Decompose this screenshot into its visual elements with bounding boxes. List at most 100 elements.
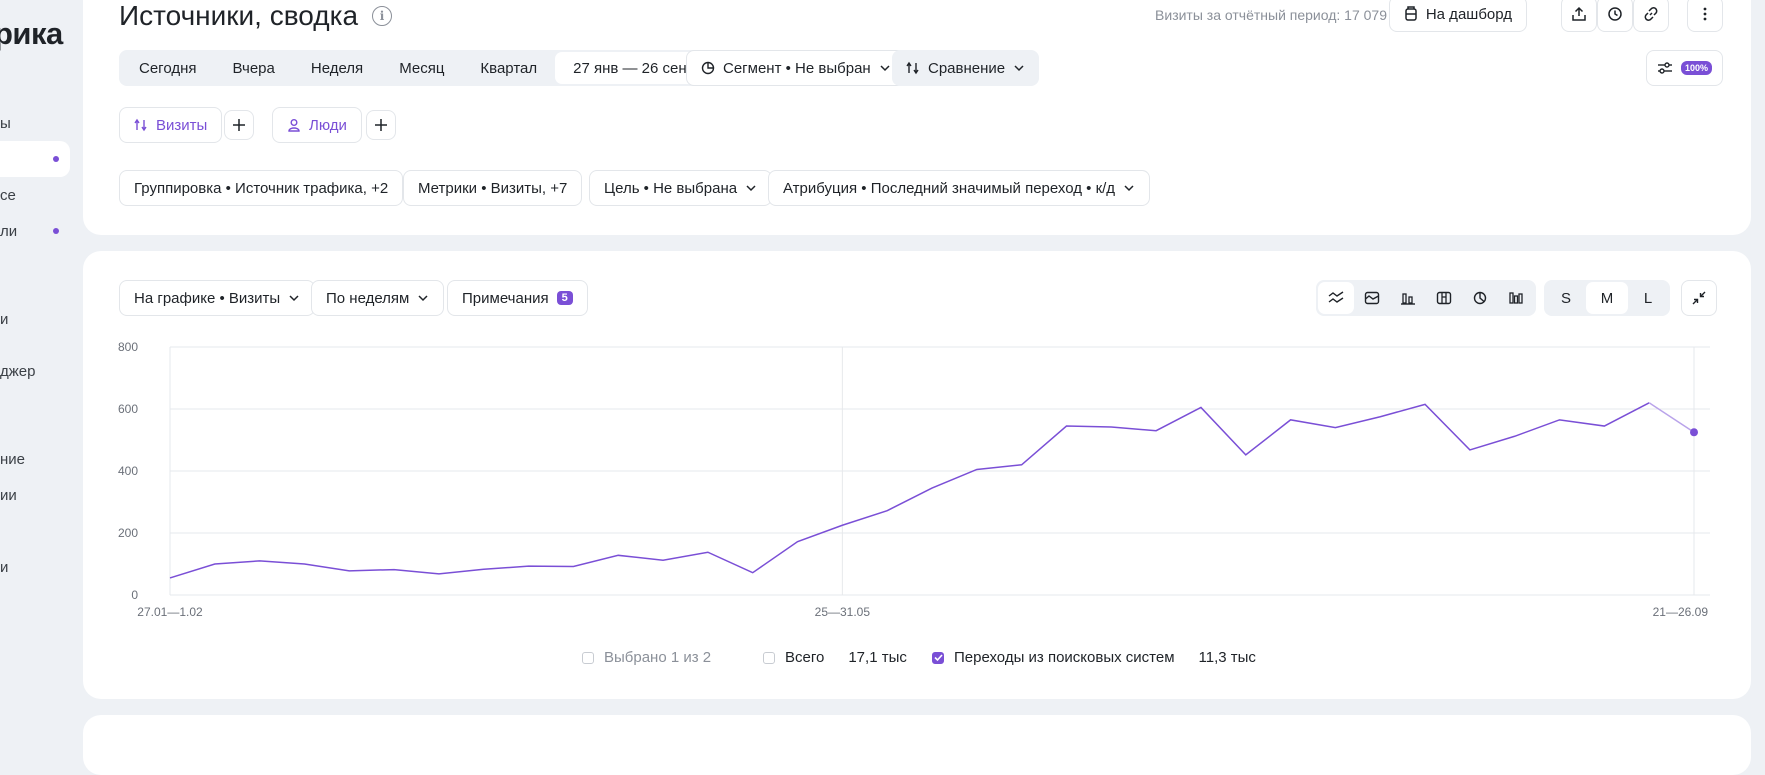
- brand-logo: рика: [0, 16, 63, 51]
- sidebar-item-9[interactable]: и: [0, 558, 9, 576]
- export-button[interactable]: [1561, 0, 1597, 32]
- sampling-button[interactable]: 100%: [1645, 50, 1723, 86]
- person-icon: [288, 119, 300, 132]
- legend-search-traffic[interactable]: Переходы из поисковых систем 11,3 тыс: [932, 649, 1256, 666]
- goal-dropdown[interactable]: Цель • Не выбрана: [589, 170, 773, 206]
- sidebar-item-3[interactable]: се: [0, 186, 16, 204]
- sidebar-dot: [53, 228, 59, 234]
- history-button[interactable]: [1597, 0, 1633, 32]
- more-vertical-icon: [1703, 7, 1707, 21]
- x-tick-label: 27.01—1.02: [137, 605, 203, 619]
- chart-type-pie[interactable]: [1462, 282, 1498, 314]
- on-chart-dropdown[interactable]: На графике • Визиты: [119, 280, 316, 316]
- y-tick-label: 400: [118, 464, 138, 478]
- sidebar-item-4[interactable]: ли: [0, 213, 70, 249]
- add-visits-filter-button[interactable]: [224, 110, 254, 140]
- y-tick-label: 200: [118, 526, 138, 540]
- legend-total[interactable]: Всего 17,1 тыс: [763, 649, 907, 666]
- chart-type-bar[interactable]: [1390, 282, 1426, 314]
- y-tick-label: 600: [118, 402, 138, 416]
- visits-filter-pill[interactable]: Визиты: [119, 107, 223, 143]
- add-people-filter-button[interactable]: [366, 110, 396, 140]
- chevron-down-icon: [880, 65, 890, 72]
- pie-chart-icon: [1473, 291, 1487, 305]
- period-yesterday[interactable]: Вчера: [232, 59, 275, 77]
- legend-selected-count[interactable]: Выбрано 1 из 2: [582, 649, 711, 666]
- checkbox-checked[interactable]: [932, 651, 944, 664]
- clock-icon: [1608, 7, 1622, 21]
- sidebar-item-5[interactable]: и: [0, 310, 9, 328]
- segment-dropdown[interactable]: Сегмент • Не выбран: [686, 50, 906, 86]
- visits-period-note: Визиты за отчётный период: 17 079: [1155, 7, 1387, 23]
- detail-period-dropdown[interactable]: По неделям: [311, 280, 445, 316]
- sidebar-item-8[interactable]: ии: [0, 486, 17, 504]
- link-icon: [1644, 7, 1658, 21]
- x-tick-label: 25—31.05: [815, 605, 871, 619]
- sidebar-item-7[interactable]: ние: [0, 450, 26, 468]
- people-filter-pill[interactable]: Люди: [272, 107, 362, 143]
- report-header-card: Источники, сводка i Визиты за отчётный п…: [83, 0, 1751, 235]
- period-today[interactable]: Сегодня: [139, 59, 197, 77]
- size-l[interactable]: L: [1643, 289, 1653, 307]
- line-chart-icon: [1328, 291, 1344, 303]
- chevron-down-icon: [289, 295, 299, 302]
- chevron-down-icon: [418, 295, 428, 302]
- period-selector: Сегодня Вчера Неделя Месяц Квартал 27 ян…: [119, 50, 729, 86]
- chart-card: На графике • Визиты По неделям Примечани…: [83, 251, 1751, 699]
- sidebar-item-1[interactable]: ы: [0, 114, 11, 132]
- notes-count-badge: 5: [556, 291, 573, 305]
- chart-type-area[interactable]: [1354, 282, 1390, 314]
- size-s[interactable]: S: [1560, 289, 1571, 307]
- chevron-down-icon: [1124, 185, 1134, 192]
- collapse-chart-button[interactable]: [1681, 280, 1717, 316]
- sidebar: рика ы се ли и джер ние ии и: [0, 0, 82, 730]
- visits-icon: [134, 118, 147, 132]
- chevron-down-icon: [746, 185, 756, 192]
- more-button[interactable]: [1687, 0, 1723, 32]
- y-tick-label: 800: [118, 340, 138, 354]
- dashboard-icon: [1405, 6, 1417, 21]
- compare-icon: [906, 61, 919, 75]
- chevron-down-icon: [1014, 65, 1024, 72]
- size-m[interactable]: M: [1586, 282, 1628, 314]
- chart-size-selector: S M L: [1544, 280, 1670, 316]
- column-chart-icon: [1509, 292, 1523, 304]
- period-month[interactable]: Месяц: [399, 59, 445, 77]
- chart-type-columns[interactable]: [1498, 282, 1534, 314]
- comparison-dropdown[interactable]: Сравнение: [892, 50, 1040, 86]
- sidebar-dot: [53, 156, 59, 162]
- notes-button[interactable]: Примечания 5: [447, 280, 588, 316]
- upload-icon: [1572, 6, 1586, 21]
- chart-type-line[interactable]: [1318, 282, 1354, 314]
- sidebar-item-6[interactable]: джер: [0, 362, 36, 380]
- sidebar-item-2-active[interactable]: [0, 141, 70, 177]
- period-week[interactable]: Неделя: [310, 59, 364, 77]
- visits-line-chart: 0 200 400 600 800 27.01—1.02 25—31.05 21—26.09: [118, 340, 1710, 619]
- grouping-dropdown[interactable]: Группировка • Источник трафика, +2: [119, 170, 404, 206]
- metrics-dropdown[interactable]: Метрики • Визиты, +7: [403, 170, 583, 206]
- y-tick-label: 0: [131, 588, 138, 602]
- report-table-card: [83, 715, 1751, 775]
- page-title: Источники, сводка i: [119, 0, 393, 32]
- checkbox[interactable]: [763, 651, 775, 664]
- bar-chart-icon: [1401, 293, 1415, 305]
- series-line: [169, 402, 1650, 579]
- attribution-dropdown[interactable]: Атрибуция • Последний значимый переход •…: [768, 170, 1151, 206]
- last-point-marker[interactable]: [1690, 428, 1698, 437]
- pie-segment-icon: [701, 61, 715, 75]
- period-quarter[interactable]: Квартал: [480, 59, 538, 77]
- check-icon: [933, 654, 943, 662]
- copy-link-button[interactable]: [1633, 0, 1669, 32]
- to-dashboard-button[interactable]: На дашборд: [1388, 0, 1527, 32]
- chart-type-stacked[interactable]: [1426, 282, 1462, 314]
- info-icon[interactable]: i: [372, 6, 393, 26]
- stacked-chart-icon: [1436, 291, 1452, 305]
- series-line-incomplete: [1648, 402, 1695, 433]
- collapse-icon: [1692, 291, 1706, 305]
- area-chart-icon: [1364, 291, 1380, 305]
- plus-icon: [375, 119, 387, 131]
- plus-icon: [233, 119, 245, 131]
- checkbox[interactable]: [582, 651, 594, 664]
- sliders-icon: [1657, 62, 1672, 74]
- sampling-badge: 100%: [1680, 61, 1712, 75]
